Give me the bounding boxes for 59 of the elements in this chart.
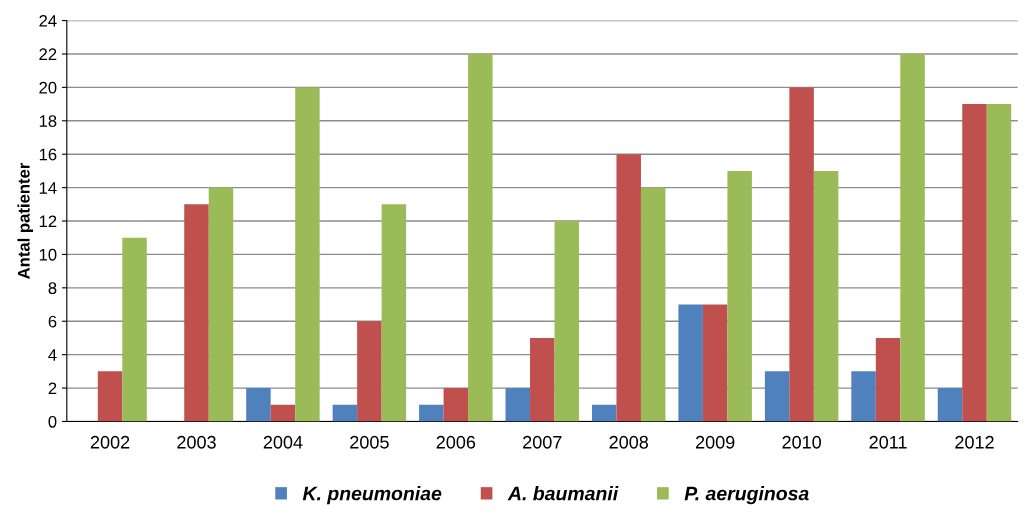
legend-label: K. pneumoniae bbox=[302, 486, 442, 505]
x-tick-label: 2003 bbox=[177, 435, 216, 449]
x-tick-label: 2012 bbox=[955, 435, 994, 449]
bar bbox=[900, 53, 925, 422]
legend-label: P. aeruginosa bbox=[684, 486, 809, 505]
bar bbox=[702, 304, 728, 422]
bar bbox=[332, 404, 358, 422]
bar bbox=[357, 321, 382, 422]
y-tick-label: 0 bbox=[48, 415, 57, 428]
y-tick-label: 4 bbox=[48, 349, 57, 361]
y-tick-label: 12 bbox=[39, 215, 57, 228]
bar bbox=[554, 221, 580, 422]
x-tick-label: 2009 bbox=[695, 435, 735, 449]
bar bbox=[616, 154, 641, 422]
bar bbox=[270, 404, 296, 422]
bar bbox=[789, 87, 814, 422]
bar bbox=[813, 170, 839, 422]
bar bbox=[640, 187, 666, 422]
y-tick-label: 2 bbox=[48, 382, 57, 395]
bar bbox=[962, 104, 987, 422]
y-tick-label: 10 bbox=[39, 248, 57, 261]
bar bbox=[468, 53, 493, 422]
bar bbox=[122, 237, 147, 422]
x-tick-label: 2010 bbox=[782, 435, 821, 449]
y-tick-label: 18 bbox=[39, 115, 57, 127]
bar bbox=[851, 371, 876, 422]
x-tick-label: 2004 bbox=[263, 435, 303, 449]
bar bbox=[97, 371, 123, 422]
bar bbox=[505, 388, 531, 422]
bar bbox=[208, 187, 234, 422]
x-tick-label: 2007 bbox=[523, 435, 562, 449]
bar bbox=[727, 170, 752, 422]
y-tick-label: 6 bbox=[48, 315, 57, 328]
y-tick-label: 14 bbox=[39, 182, 57, 194]
y-tick-label: 24 bbox=[39, 14, 57, 27]
legend-label: A. baumanii bbox=[507, 486, 619, 501]
bar bbox=[443, 388, 469, 422]
bar bbox=[678, 304, 703, 422]
y-tick-label: 20 bbox=[39, 81, 57, 94]
bar bbox=[937, 388, 963, 422]
y-tick-label: 8 bbox=[48, 282, 57, 295]
y-tick-label: 22 bbox=[39, 48, 57, 61]
bar bbox=[875, 337, 901, 422]
x-tick-label: 2002 bbox=[90, 435, 130, 449]
y-tick-label: 16 bbox=[39, 148, 57, 161]
bar bbox=[184, 204, 209, 422]
bar bbox=[591, 404, 617, 422]
bar bbox=[381, 204, 407, 422]
x-tick-label: 2006 bbox=[436, 435, 476, 449]
x-tick-label: 2008 bbox=[609, 435, 649, 449]
bar bbox=[419, 404, 444, 422]
y-axis-title: Antal patienter bbox=[17, 162, 34, 279]
x-tick-label: 2005 bbox=[350, 435, 389, 449]
bar bbox=[986, 104, 1012, 422]
bar bbox=[295, 87, 320, 422]
bar bbox=[530, 337, 555, 422]
x-tick-label: 2011 bbox=[869, 435, 907, 449]
bar bbox=[764, 371, 790, 422]
bar bbox=[246, 388, 271, 422]
